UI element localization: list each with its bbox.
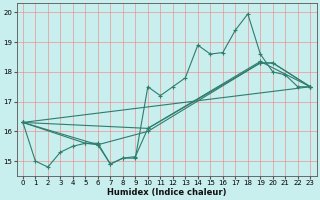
X-axis label: Humidex (Indice chaleur): Humidex (Indice chaleur) <box>107 188 226 197</box>
